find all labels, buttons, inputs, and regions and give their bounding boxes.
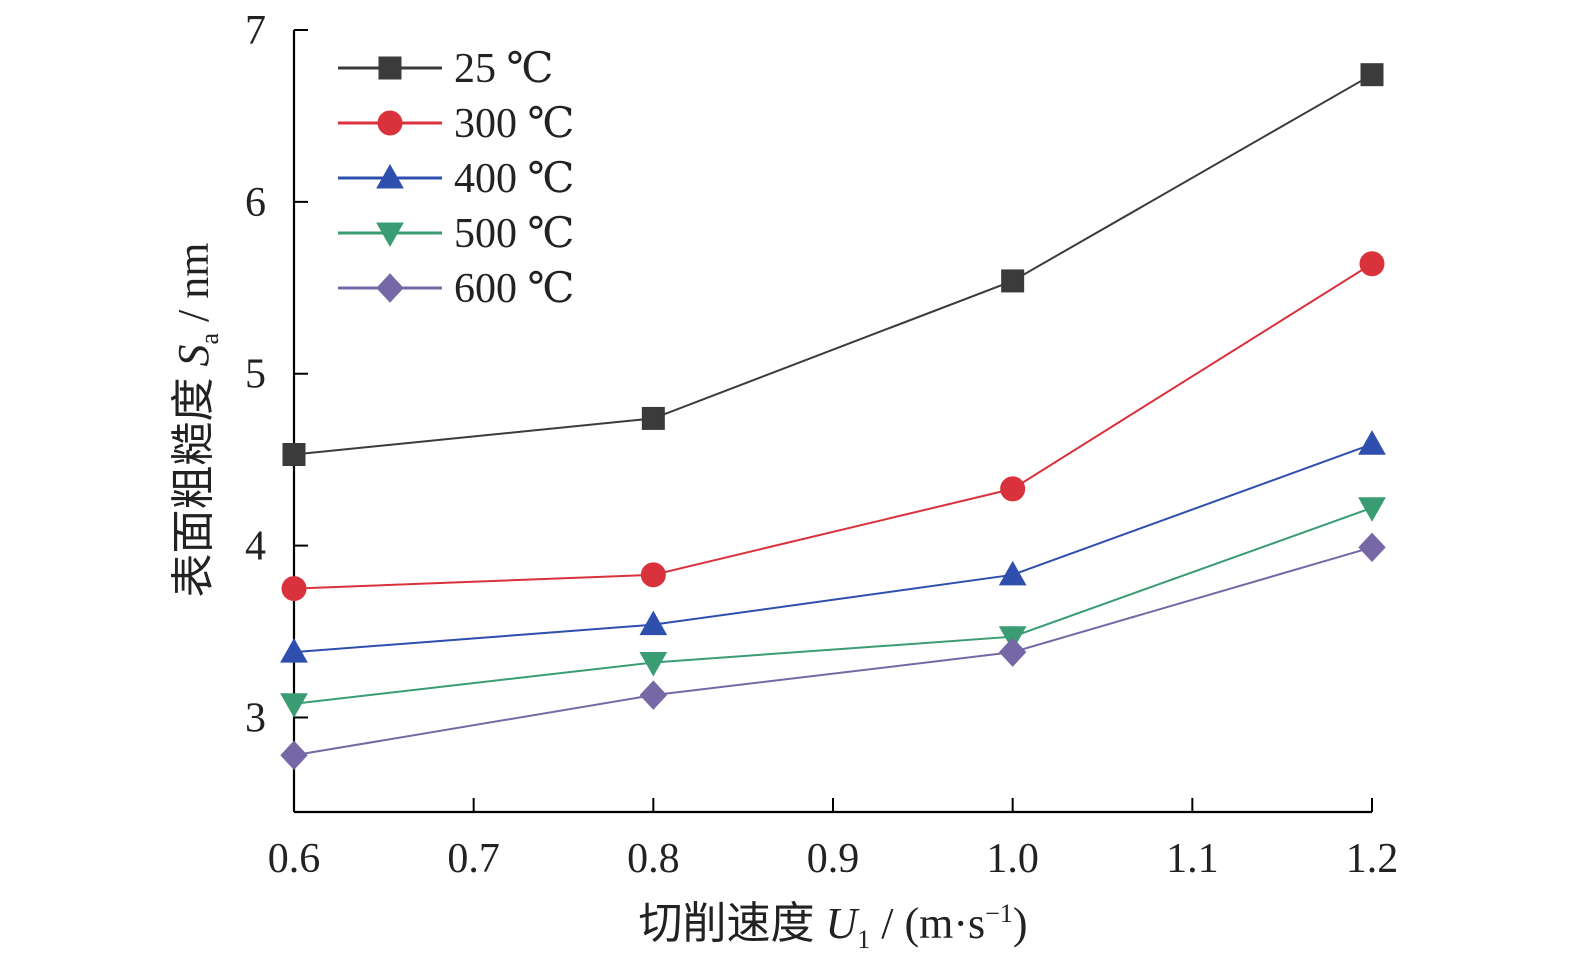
data-point (998, 560, 1027, 586)
legend-marker (377, 110, 403, 136)
series-3 (280, 497, 1386, 718)
data-point (280, 638, 308, 663)
legend-item: 600 ℃ (338, 266, 574, 312)
data-point (281, 576, 307, 602)
series-line (293, 443, 1373, 654)
data-point (282, 443, 306, 467)
data-point (1359, 251, 1385, 277)
legend-label: 600 ℃ (454, 266, 574, 312)
legend-item: 25 ℃ (338, 46, 553, 92)
x-tick-label: 1.2 (1346, 836, 1399, 882)
data-point (640, 562, 666, 588)
data-point (1358, 497, 1386, 522)
x-tick-label: 1.1 (1166, 836, 1219, 882)
data-point (639, 651, 668, 677)
x-tick-label: 1.0 (986, 836, 1039, 882)
legend-marker (376, 273, 404, 303)
y-tick-label: 6 (245, 180, 266, 226)
legend: 25 ℃ 300 ℃ 400 ℃ 500 ℃ 600 ℃ (338, 46, 574, 312)
series-4 (280, 532, 1386, 771)
data-point (1001, 269, 1025, 293)
data-point (641, 406, 665, 430)
series-line (293, 73, 1373, 456)
legend-label: 500 ℃ (454, 211, 574, 257)
series-0 (282, 63, 1384, 467)
y-tick-label: 4 (245, 524, 266, 570)
data-point (280, 693, 308, 718)
x-tick-label: 0.8 (627, 836, 680, 882)
legend-item: 400 ℃ (338, 156, 574, 202)
data-point (998, 637, 1027, 667)
data-point (639, 680, 668, 710)
x-tick-label: 0.9 (807, 836, 860, 882)
series-line (293, 262, 1373, 590)
y-tick-label: 5 (245, 352, 266, 398)
data-point (639, 610, 668, 636)
data-point (1000, 476, 1026, 502)
legend-item: 300 ℃ (338, 101, 574, 147)
axes: 0.6 0.7 0.8 0.9 1.0 1.1 1.2 3 4 5 6 7 (245, 8, 1398, 882)
legend-marker (378, 56, 402, 80)
series-layer (280, 63, 1386, 771)
legend-label: 300 ℃ (454, 101, 574, 147)
data-point (1358, 430, 1386, 455)
y-tick-label: 7 (245, 8, 266, 54)
legend-label: 400 ℃ (454, 156, 574, 202)
legend-item: 500 ℃ (338, 211, 574, 257)
data-point (1360, 63, 1384, 87)
series-1 (281, 251, 1385, 602)
legend-marker (376, 222, 404, 248)
y-tick-label: 3 (245, 695, 266, 741)
series-2 (280, 430, 1386, 663)
data-point (1358, 532, 1386, 563)
series-line (293, 506, 1373, 705)
data-point (280, 740, 308, 771)
x-tick-label: 0.6 (268, 836, 321, 882)
x-axis-title: 切削速度 U1 / (m·s−1) (639, 899, 1028, 954)
legend-marker (376, 163, 404, 189)
legend-label: 25 ℃ (454, 46, 553, 92)
series-line (293, 546, 1373, 757)
x-tick-label: 0.7 (447, 836, 500, 882)
y-axis-title: 表面粗糙度 Sa / nm (169, 243, 224, 598)
